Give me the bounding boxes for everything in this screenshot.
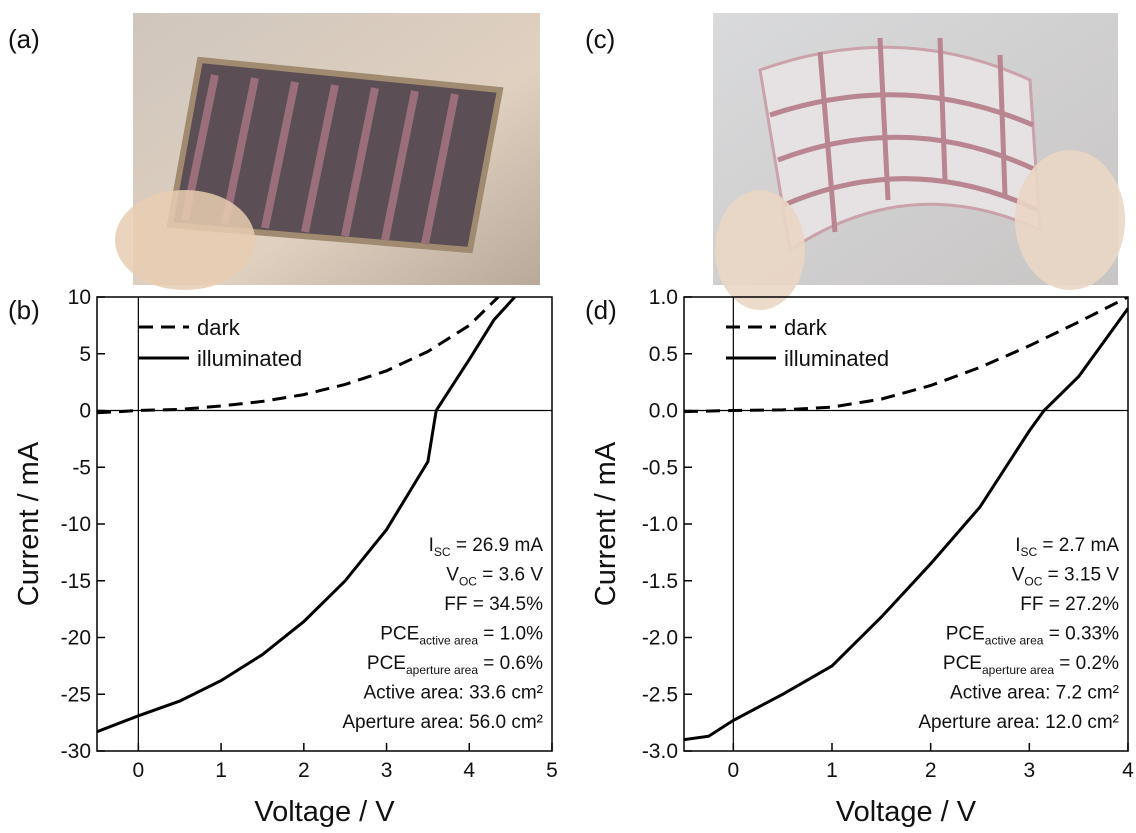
annotation-sub: SC xyxy=(434,545,451,559)
annotation: VOC = 3.15 V xyxy=(1012,565,1120,589)
annotation: Active area: 33.6 cm² xyxy=(363,683,543,704)
annotation: VOC = 3.6 V xyxy=(446,565,543,589)
y-tick-label: -3.0 xyxy=(642,740,678,763)
x-tick-label: 3 xyxy=(1023,759,1035,782)
x-tick-label: 0 xyxy=(727,759,739,782)
legend-label: illuminated xyxy=(197,346,302,371)
annotation-text: Active area: 33.6 cm² xyxy=(363,683,543,704)
y-tick-label: 0 xyxy=(79,400,91,423)
annotation-text: PCE xyxy=(946,624,985,645)
annotation-text: Active area: 7.2 cm² xyxy=(950,683,1119,704)
annotation-sub: active area xyxy=(419,634,478,648)
x-tick-label: 4 xyxy=(463,759,475,782)
x-tick-label: 4 xyxy=(1122,759,1134,782)
annotation-sub: aperture area xyxy=(406,663,478,677)
panel-label: (b) xyxy=(8,295,40,325)
annotation-rest: = 3.15 V xyxy=(1042,565,1119,586)
annotation-text: PCE xyxy=(367,653,406,674)
legend-label: dark xyxy=(197,315,241,340)
photo-a xyxy=(115,13,540,290)
annotation-rest: = 0.6% xyxy=(478,653,543,674)
annotation-text: V xyxy=(446,565,459,586)
y-tick-label: -2.5 xyxy=(642,683,678,706)
annotation-text: FF = 27.2% xyxy=(1020,594,1119,615)
x-tick-label: 0 xyxy=(133,759,145,782)
annotation: FF = 27.2% xyxy=(1020,594,1119,615)
annotation: ISC = 26.9 mA xyxy=(429,535,544,559)
y-tick-label: -10 xyxy=(61,513,91,536)
x-tick-label: 1 xyxy=(215,759,227,782)
annotation-text: I xyxy=(429,535,434,556)
y-axis-label: Current / mA xyxy=(590,441,622,606)
plot-frame xyxy=(96,296,553,752)
x-tick-label: 3 xyxy=(381,759,393,782)
annotation: ISC = 2.7 mA xyxy=(1015,535,1119,559)
x-tick-label: 2 xyxy=(925,759,937,782)
annotation-text: I xyxy=(1015,535,1020,556)
annotation-text: FF = 34.5% xyxy=(444,594,543,615)
y-tick-label: -1.5 xyxy=(642,570,678,593)
annotation-rest: = 3.6 V xyxy=(477,565,543,586)
annotation-rest: = 26.9 mA xyxy=(451,535,544,556)
photo-c xyxy=(713,13,1125,310)
y-tick-label: 0.5 xyxy=(649,343,678,366)
y-tick-label: -0.5 xyxy=(642,456,678,479)
annotation-sub: OC xyxy=(1024,575,1042,589)
annotation-text: V xyxy=(1012,565,1025,586)
annotation: Aperture area: 12.0 cm² xyxy=(918,712,1119,733)
annotation: Aperture area: 56.0 cm² xyxy=(342,712,543,733)
y-tick-label: -20 xyxy=(61,627,91,650)
series-line xyxy=(684,307,1128,742)
annotation: PCEactive area = 0.33% xyxy=(946,624,1119,648)
x-tick-label: 5 xyxy=(546,759,558,782)
annotation-rest: = 2.7 mA xyxy=(1037,535,1119,556)
annotation: PCEactive area = 1.0% xyxy=(380,624,543,648)
y-tick-label: -25 xyxy=(61,683,91,706)
annotation-sub: aperture area xyxy=(982,663,1054,677)
annotation-text: PCE xyxy=(943,653,982,674)
y-tick-label: 1.0 xyxy=(649,286,678,309)
x-axis-label: Voltage / V xyxy=(836,796,977,828)
x-axis-label: Voltage / V xyxy=(254,796,395,828)
annotation-sub: SC xyxy=(1020,545,1037,559)
y-tick-label: -2.0 xyxy=(642,627,678,650)
y-tick-label: -5 xyxy=(72,456,91,479)
x-tick-label: 1 xyxy=(826,759,838,782)
annotation-rest: = 0.2% xyxy=(1054,653,1119,674)
y-tick-label: 10 xyxy=(68,286,91,309)
series-line xyxy=(97,297,500,415)
annotation-sub: active area xyxy=(985,634,1044,648)
annotation: PCEaperture area = 0.2% xyxy=(943,653,1119,677)
y-tick-label: 0.0 xyxy=(649,400,678,423)
annotation-rest: = 0.33% xyxy=(1043,624,1119,645)
series-line xyxy=(684,297,1128,414)
y-tick-label: 5 xyxy=(79,343,91,366)
panel-label: (a) xyxy=(8,24,40,54)
annotation: PCEaperture area = 0.6% xyxy=(367,653,543,677)
annotation-sub: OC xyxy=(459,575,477,589)
x-tick-label: 2 xyxy=(298,759,310,782)
plot-frame xyxy=(683,296,1129,752)
annotation: Active area: 7.2 cm² xyxy=(950,683,1119,704)
annotation: FF = 34.5% xyxy=(444,594,543,615)
panel-label: (d) xyxy=(585,295,617,325)
annotation-text: Aperture area: 56.0 cm² xyxy=(342,712,543,733)
panel-label: (c) xyxy=(585,24,615,54)
legend-label: dark xyxy=(784,315,828,340)
series-line xyxy=(97,297,516,734)
y-tick-label: -1.0 xyxy=(642,513,678,536)
y-axis-label: Current / mA xyxy=(13,441,45,606)
annotation-text: Aperture area: 12.0 cm² xyxy=(918,712,1119,733)
y-tick-label: -30 xyxy=(61,740,91,763)
y-tick-label: -15 xyxy=(61,570,91,593)
annotation-rest: = 1.0% xyxy=(478,624,543,645)
annotation-text: PCE xyxy=(380,624,419,645)
legend-label: illuminated xyxy=(784,346,889,371)
